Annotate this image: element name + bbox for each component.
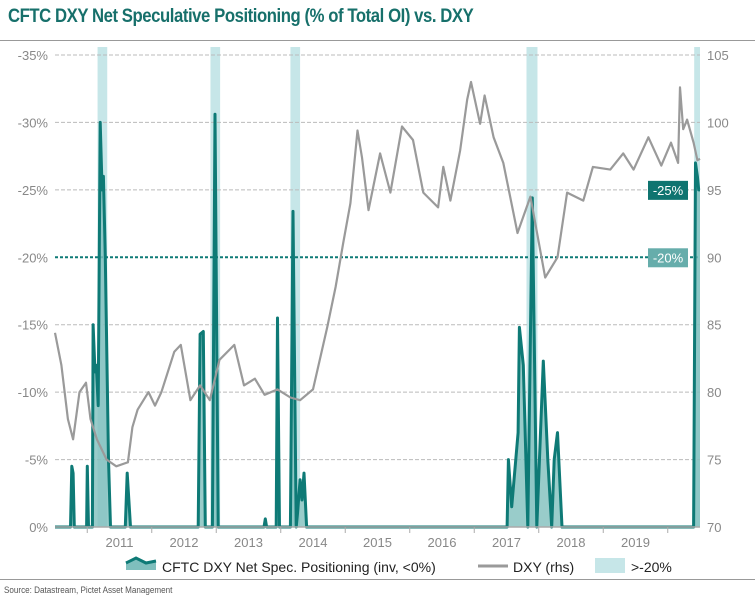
footer-divider bbox=[0, 579, 755, 580]
chart: 0% 70 -5% 75 -10% 80 -15% 85 -20% 90 -25% 95 -30% 100… bbox=[18, 47, 729, 575]
threshold-box bbox=[648, 248, 688, 268]
x-tick-label: 2014 bbox=[299, 535, 328, 550]
grid-layer bbox=[55, 54, 700, 461]
dxy-line bbox=[53, 80, 701, 468]
right-tick-label: 100 bbox=[707, 115, 729, 130]
cftc-line bbox=[55, 112, 701, 529]
title-divider bbox=[0, 40, 755, 41]
x-tick-label: 2019 bbox=[621, 535, 650, 550]
x-tick-label: 2013 bbox=[234, 535, 263, 550]
x-tick-label: 2016 bbox=[428, 535, 457, 550]
x-tick-label: 2018 bbox=[557, 535, 586, 550]
right-tick-label: 105 bbox=[707, 48, 729, 63]
bands-layer bbox=[97, 47, 700, 527]
series-layer bbox=[53, 80, 701, 529]
x-tick-label: 2011 bbox=[106, 535, 134, 550]
legend-cftc-swatch bbox=[126, 558, 156, 570]
cftc-area bbox=[55, 114, 700, 528]
left-tick-label: 0% bbox=[29, 520, 48, 535]
left-tick-label: -25% bbox=[18, 183, 49, 198]
legend-band-swatch bbox=[595, 558, 625, 573]
right-tick-label: 80 bbox=[707, 385, 721, 400]
source-note: Source: Datastream, Pictet Asset Managem… bbox=[4, 585, 173, 595]
x-tick-label: 2017 bbox=[492, 535, 521, 550]
legend-cftc-line bbox=[125, 556, 157, 565]
legend-cftc-label: CFTC DXY Net Spec. Positioning (inv, <0%… bbox=[162, 559, 436, 575]
axes-layer: 0% 70 -5% 75 -10% 80 -15% 85 -20% 90 -25% 95 -30% 100… bbox=[18, 48, 729, 550]
right-tick-label: 75 bbox=[707, 453, 721, 468]
right-tick-label: 70 bbox=[707, 520, 721, 535]
left-tick-label: -10% bbox=[18, 385, 49, 400]
left-tick-label: -5% bbox=[25, 453, 49, 468]
legend: CFTC DXY Net Spec. Positioning (inv, <0%… bbox=[125, 556, 672, 575]
last-value-label: -25% bbox=[653, 183, 684, 198]
left-tick-label: -35% bbox=[18, 48, 49, 63]
left-tick-label: -20% bbox=[18, 250, 49, 265]
legend-band-label: >-20% bbox=[631, 559, 672, 575]
right-tick-label: 90 bbox=[707, 250, 721, 265]
legend-dxy-label: DXY (rhs) bbox=[513, 559, 574, 575]
chart-title: CFTC DXY Net Speculative Positioning (% … bbox=[8, 6, 474, 27]
left-tick-label: -30% bbox=[18, 115, 49, 130]
last-value-box bbox=[648, 180, 688, 200]
value-labels: -25% -20% bbox=[648, 180, 688, 268]
x-tick-label: 2015 bbox=[363, 535, 392, 550]
right-tick-label: 85 bbox=[707, 318, 721, 333]
threshold-label: -20% bbox=[653, 250, 684, 265]
x-tick-label: 2012 bbox=[170, 535, 199, 550]
left-tick-label: -15% bbox=[18, 318, 49, 333]
right-tick-label: 95 bbox=[707, 183, 721, 198]
